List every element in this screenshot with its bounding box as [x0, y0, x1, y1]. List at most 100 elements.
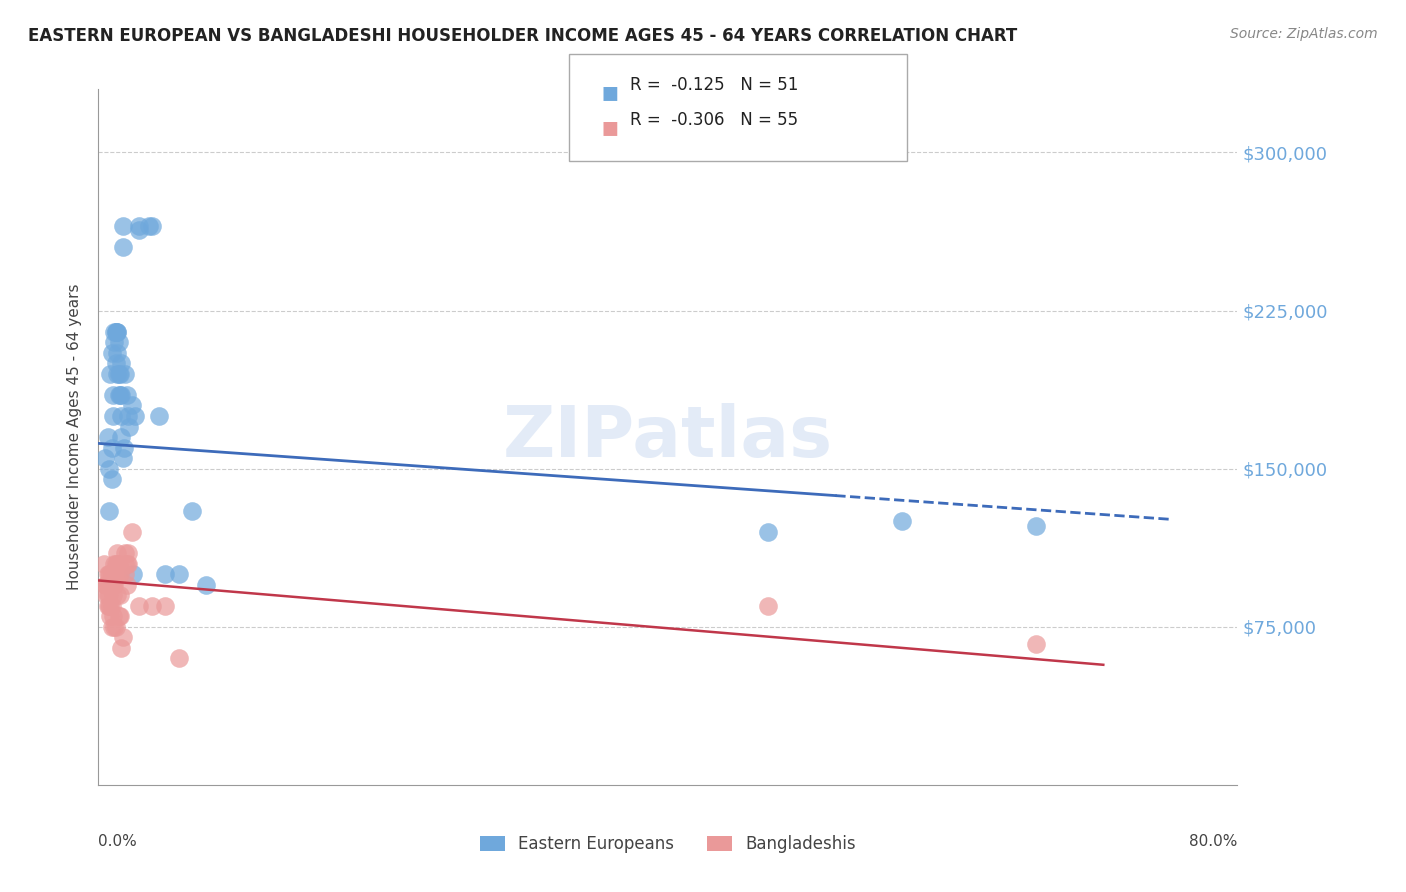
Point	[128, 223, 150, 237]
Point	[117, 409, 139, 423]
Point	[108, 388, 131, 402]
Point	[138, 219, 160, 234]
Text: ▪: ▪	[600, 113, 619, 141]
Y-axis label: Householder Income Ages 45 - 64 years: Householder Income Ages 45 - 64 years	[67, 284, 83, 591]
Point	[194, 577, 217, 591]
Point	[110, 409, 132, 423]
Point	[101, 441, 124, 455]
Point	[110, 388, 132, 402]
Point	[115, 577, 138, 591]
Point	[94, 451, 117, 466]
Point	[98, 461, 121, 475]
Point	[98, 577, 121, 591]
Point	[96, 588, 118, 602]
Point	[115, 388, 138, 402]
Point	[103, 577, 125, 591]
Point	[93, 557, 115, 571]
Point	[155, 567, 177, 582]
Point	[105, 325, 128, 339]
Text: 0.0%: 0.0%	[98, 834, 138, 848]
Point	[111, 219, 134, 234]
Point	[107, 557, 129, 571]
Point	[98, 599, 121, 613]
Point	[104, 567, 127, 582]
Point	[1025, 518, 1047, 533]
Text: ZIPatlas: ZIPatlas	[503, 402, 832, 472]
Point	[107, 388, 129, 402]
Point	[97, 577, 120, 591]
Point	[97, 599, 120, 613]
Point	[167, 567, 190, 582]
Point	[128, 219, 150, 234]
Point	[101, 567, 124, 582]
Point	[104, 356, 127, 370]
Point	[103, 557, 125, 571]
Point	[1025, 637, 1047, 651]
Point	[97, 567, 120, 582]
Point	[107, 567, 129, 582]
Point	[108, 609, 131, 624]
Point	[101, 588, 124, 602]
Point	[105, 588, 128, 602]
Point	[107, 367, 129, 381]
Point	[100, 567, 122, 582]
Point	[107, 335, 129, 350]
Point	[103, 620, 125, 634]
Text: EASTERN EUROPEAN VS BANGLADESHI HOUSEHOLDER INCOME AGES 45 - 64 YEARS CORRELATIO: EASTERN EUROPEAN VS BANGLADESHI HOUSEHOL…	[28, 27, 1018, 45]
Point	[114, 567, 136, 582]
Point	[101, 345, 124, 359]
Point	[105, 557, 128, 571]
Point	[103, 335, 125, 350]
Point	[110, 640, 132, 655]
Point	[112, 441, 135, 455]
Point	[100, 577, 122, 591]
Point	[110, 356, 132, 370]
Point	[101, 620, 124, 634]
Text: Source: ZipAtlas.com: Source: ZipAtlas.com	[1230, 27, 1378, 41]
Point	[124, 409, 146, 423]
Text: R =  -0.306   N = 55: R = -0.306 N = 55	[630, 111, 799, 128]
Point	[98, 588, 121, 602]
Point	[111, 451, 134, 466]
Point	[105, 567, 128, 582]
Point	[148, 409, 170, 423]
Point	[114, 367, 136, 381]
Point	[104, 325, 127, 339]
Point	[108, 588, 131, 602]
Point	[107, 609, 129, 624]
Point	[891, 515, 914, 529]
Point	[97, 588, 120, 602]
Point	[101, 577, 124, 591]
Text: ▪: ▪	[600, 78, 619, 106]
Point	[121, 399, 143, 413]
Point	[98, 567, 121, 582]
Point	[101, 609, 124, 624]
Point	[100, 609, 122, 624]
Point	[101, 599, 124, 613]
Point	[114, 546, 136, 560]
Point	[104, 620, 127, 634]
Point	[97, 430, 120, 444]
Point	[104, 557, 127, 571]
Point	[128, 599, 150, 613]
Point	[105, 325, 128, 339]
Point	[100, 599, 122, 613]
Point	[101, 577, 124, 591]
Point	[756, 599, 779, 613]
Point	[98, 504, 121, 518]
Point	[117, 557, 139, 571]
Point	[118, 419, 141, 434]
Point	[94, 577, 117, 591]
Point	[117, 546, 139, 560]
Point	[100, 367, 122, 381]
Point	[108, 367, 131, 381]
Legend: Eastern Europeans, Bangladeshis: Eastern Europeans, Bangladeshis	[472, 829, 863, 860]
Point	[122, 567, 145, 582]
Point	[105, 367, 128, 381]
Text: 80.0%: 80.0%	[1189, 834, 1237, 848]
Point	[110, 430, 132, 444]
Point	[121, 524, 143, 539]
Point	[108, 567, 131, 582]
Point	[181, 504, 204, 518]
Point	[756, 524, 779, 539]
